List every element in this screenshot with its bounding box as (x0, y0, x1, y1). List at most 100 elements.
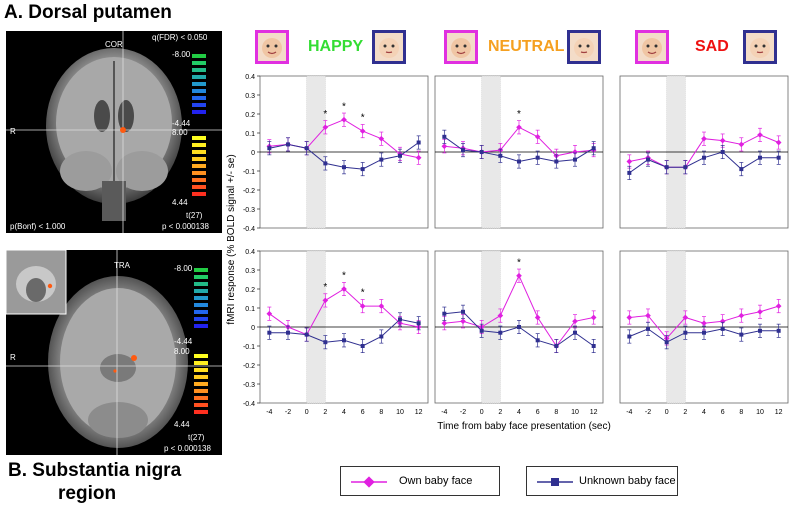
data-point-unknown (416, 321, 421, 326)
data-point-own (534, 314, 541, 321)
data-point-own (757, 132, 763, 138)
brain-image-coronal: COR q(FDR) < 0.050 R -8.00 -4.44 8.00 4.… (6, 31, 222, 233)
x-tick-label: -2 (645, 409, 651, 416)
data-point-own (516, 272, 522, 279)
panel-b-title-line1: B. Substantia nigra (8, 460, 182, 481)
data-point-own (775, 139, 782, 146)
x-tick-label: -4 (441, 409, 447, 416)
data-point-unknown (342, 165, 346, 170)
x-tick-label: 10 (396, 409, 404, 416)
colorbar-b (194, 268, 208, 414)
cbar-b-mid-pos: 8.00 (174, 347, 190, 356)
data-point-unknown (573, 157, 577, 162)
significance-star: * (323, 109, 327, 120)
data-point-unknown (683, 330, 688, 335)
orientation-label-b: R (10, 353, 16, 362)
activation-spot-b2 (113, 369, 117, 373)
data-point-unknown (627, 170, 632, 175)
data-point-unknown (758, 155, 762, 160)
x-tick-label: 8 (554, 409, 558, 416)
unknown-baby-face-thumbnail (372, 30, 406, 64)
data-point-unknown (442, 134, 447, 139)
x-tick-label: 2 (323, 409, 327, 416)
data-point-own (719, 137, 726, 144)
x-tick-label: 12 (415, 409, 423, 416)
data-point-own (757, 308, 763, 315)
data-point-unknown (342, 338, 346, 343)
data-point-unknown (304, 332, 309, 337)
brain-inset (6, 250, 67, 315)
y-tick-label: -0.1 (243, 344, 255, 351)
data-point-own (341, 286, 347, 292)
data-point-unknown (683, 165, 688, 170)
data-point-unknown (461, 148, 465, 153)
data-point-unknown (379, 157, 384, 162)
cbar-b-bottom: 4.44 (174, 420, 190, 429)
data-point-unknown (286, 330, 290, 335)
x-tick-label: -4 (266, 409, 272, 416)
data-point-unknown (776, 328, 781, 333)
y-tick-label: -0.1 (243, 169, 255, 176)
y-tick-label: 0.2 (245, 112, 255, 119)
x-tick-label: 8 (739, 409, 743, 416)
x-tick-label: 2 (498, 409, 502, 416)
data-point-own (266, 310, 273, 317)
y-tick-label: -0.4 (243, 226, 255, 233)
data-point-unknown (267, 146, 272, 151)
data-point-unknown (720, 326, 725, 331)
panel-a-title: A. Dorsal putamen (4, 2, 172, 23)
data-point-own (626, 314, 633, 321)
data-point-unknown (323, 340, 328, 345)
data-point-own (441, 143, 448, 150)
legend-own-swatch (351, 476, 387, 488)
y-tick-label: 0.4 (245, 249, 255, 256)
x-tick-label: -4 (626, 409, 632, 416)
legend-unknown: Unknown baby face (526, 466, 678, 496)
y-tick-label: -0.3 (243, 382, 255, 389)
x-tick-label: 8 (379, 409, 383, 416)
x-tick-label: 2 (683, 409, 687, 416)
data-point-own (701, 135, 707, 142)
data-point-unknown (646, 157, 650, 162)
own-baby-face-thumbnail (635, 30, 669, 64)
data-point-own (516, 124, 522, 131)
data-point-unknown (702, 330, 706, 335)
data-point-unknown (573, 330, 577, 335)
y-tick-label: 0.2 (245, 287, 255, 294)
significance-star: * (361, 288, 365, 299)
unknown-baby-face-thumbnail (567, 30, 601, 64)
data-point-own (497, 312, 504, 319)
data-point-own (775, 303, 782, 309)
data-point-unknown (664, 340, 669, 345)
data-point-unknown (442, 311, 447, 316)
data-point-unknown (479, 150, 484, 154)
data-point-own (441, 320, 448, 327)
data-point-unknown (776, 155, 781, 160)
data-point-own (378, 135, 385, 142)
data-point-unknown (554, 159, 559, 164)
y-tick-label: -0.4 (243, 401, 255, 408)
data-point-unknown (479, 328, 484, 333)
colorbar-a (192, 54, 206, 196)
significance-star: * (361, 113, 365, 124)
view-label-cor: COR (105, 40, 123, 49)
significance-star: * (342, 271, 346, 282)
y-tick-label: -0.3 (243, 207, 255, 214)
y-tick-label: 0.3 (245, 268, 255, 275)
panel-b-title-line2: region (58, 483, 117, 504)
bonf-label: p(Bonf) < 1.000 (10, 222, 66, 231)
data-point-own (701, 320, 707, 327)
p-label-b: p < 0.000138 (164, 444, 211, 453)
y-tick-label: 0.1 (245, 306, 255, 313)
data-point-unknown (535, 338, 540, 343)
data-point-unknown (379, 334, 384, 339)
y-tick-label: 0.3 (245, 93, 255, 100)
x-tick-label: 0 (665, 409, 669, 416)
data-point-own (378, 303, 385, 309)
x-tick-label: 6 (721, 409, 725, 416)
legend-own: Own baby face (340, 466, 500, 496)
t-label-a: t(27) (186, 211, 203, 220)
cbar-a-mid-pos: 8.00 (172, 128, 188, 137)
t-label-b: t(27) (188, 433, 205, 442)
data-point-own (572, 318, 578, 325)
